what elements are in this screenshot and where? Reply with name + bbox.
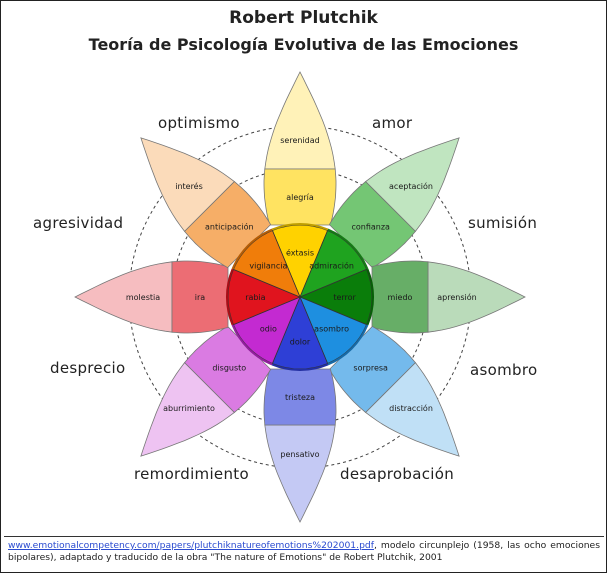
- petal-ring-bottom: [271, 363, 329, 372]
- petal-middle-bottom: [263, 368, 337, 426]
- label-middle-bottom-left: disgusto: [212, 364, 246, 373]
- petal-outer-top-right: [364, 137, 460, 233]
- label-inner-right: terror: [333, 293, 356, 302]
- label-middle-bottom-right: sorpresa: [353, 364, 388, 373]
- petal-middle-left: [171, 260, 229, 334]
- caption-divider: [4, 536, 604, 537]
- label-middle-right: miedo: [388, 293, 413, 302]
- dyad-contempt: desprecio: [50, 359, 126, 377]
- petal-bottom: [263, 295, 337, 523]
- dyad-disapproval: desaprobación: [340, 465, 455, 483]
- petal-inner-top: [271, 224, 329, 299]
- petal-middle-top: [263, 168, 337, 226]
- label-inner-bottom-right: asombro: [314, 325, 349, 334]
- petal-inner-left: [227, 268, 302, 326]
- petals: [74, 71, 526, 523]
- label-outer-bottom-left: aburrimiento: [163, 404, 215, 413]
- petal-outer-top-left: [140, 137, 236, 233]
- petal-top-left: [140, 137, 301, 298]
- label-inner-top: éxtasis: [286, 247, 314, 257]
- petal-left: [74, 260, 302, 334]
- label-inner-top-right: admiración: [309, 260, 354, 270]
- label-inner-bottom-left: odio: [260, 325, 277, 334]
- petal-right: [298, 260, 526, 334]
- label-outer-top: serenidad: [280, 136, 319, 145]
- source-link[interactable]: www.emotionalcompetency.com/papers/plutc…: [8, 540, 374, 551]
- label-outer-top-left: interés: [175, 181, 203, 191]
- petal-inner-bottom: [271, 295, 329, 370]
- author-title: Robert Plutchik: [229, 8, 378, 28]
- label-outer-left: molestia: [126, 293, 160, 302]
- label-inner-top-left: vigilancia: [249, 261, 287, 270]
- petal-bottom-left: [140, 296, 301, 457]
- label-inner-bottom: dolor: [290, 338, 311, 347]
- emotion-wheel: éxtasis alegría serenidad admiración confian…: [74, 71, 526, 523]
- petal-ring-top: [271, 222, 329, 231]
- dyad-love: amor: [372, 114, 413, 132]
- petal-outer-right: [427, 261, 526, 333]
- dyad-submission: sumisión: [468, 214, 538, 232]
- petal-middle-right: [371, 260, 429, 334]
- label-outer-bottom: pensativo: [280, 450, 319, 459]
- dyad-aggressiveness: agresividad: [33, 214, 124, 232]
- label-outer-right: aprensión: [437, 292, 476, 302]
- label-middle-top-right: confianza: [351, 222, 390, 231]
- dyad-optimism: optimismo: [158, 114, 240, 132]
- petal-bottom-right: [299, 296, 460, 457]
- petal-inner-right: [298, 268, 373, 326]
- petal-outer-bottom-right: [364, 361, 460, 457]
- emotion-labels: éxtasis alegría serenidad admiración confian…: [126, 136, 477, 459]
- dyad-awe: asombro: [470, 361, 538, 379]
- petal-outer-left: [74, 261, 173, 333]
- label-middle-top-left: anticipación: [205, 221, 254, 231]
- source-caption: www.emotionalcompetency.com/papers/plutc…: [8, 540, 600, 564]
- label-inner-left: rabia: [245, 293, 265, 302]
- petal-outer-bottom-left: [140, 361, 236, 457]
- petal-ring-left: [225, 268, 234, 326]
- petal-ring-right: [366, 268, 375, 326]
- petal-outer-top: [264, 71, 336, 170]
- label-outer-bottom-right: distracción: [389, 403, 433, 413]
- label-middle-left: ira: [195, 293, 206, 302]
- caption-text: , modelo circunplejo (1958, las ocho emo…: [8, 540, 600, 563]
- label-middle-top: alegría: [286, 193, 314, 202]
- label-middle-bottom: tristeza: [285, 393, 315, 402]
- petal-top-right: [299, 137, 460, 298]
- petal-top: [263, 71, 337, 299]
- theory-subtitle: Teoría de Psicología Evolutiva de las Em…: [88, 35, 519, 54]
- dyad-remorse: remordimiento: [134, 465, 249, 483]
- label-outer-top-right: aceptación: [389, 181, 433, 191]
- petal-outer-bottom: [264, 424, 336, 523]
